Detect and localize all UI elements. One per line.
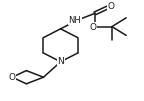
Text: O: O — [9, 73, 16, 82]
Text: O: O — [108, 2, 115, 11]
Text: N: N — [57, 57, 64, 66]
Text: NH: NH — [69, 16, 81, 25]
Text: O: O — [89, 23, 96, 32]
